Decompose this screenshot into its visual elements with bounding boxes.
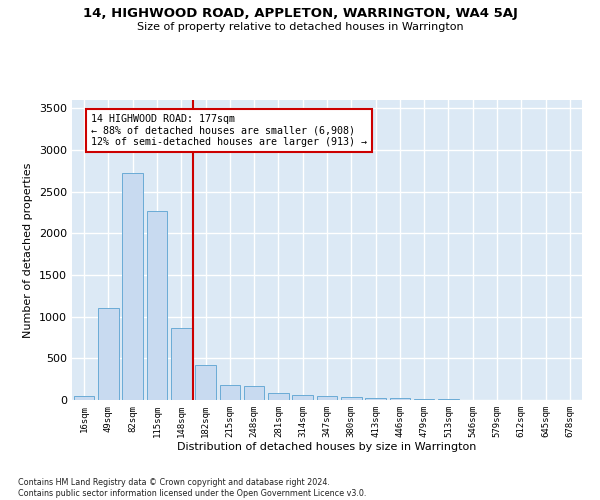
Bar (341, 397, 362, 400)
Y-axis label: Number of detached properties: Number of detached properties (23, 162, 34, 338)
Text: Distribution of detached houses by size in Warrington: Distribution of detached houses by size … (178, 442, 476, 452)
Bar (438, 399, 459, 400)
Text: Size of property relative to detached houses in Warrington: Size of property relative to detached ho… (137, 22, 463, 32)
Bar (122, 172, 143, 400)
Bar (317, 396, 337, 400)
Bar (268, 392, 289, 400)
Bar (244, 386, 265, 400)
Bar (365, 398, 386, 400)
Text: 14, HIGHWOOD ROAD, APPLETON, WARRINGTON, WA4 5AJ: 14, HIGHWOOD ROAD, APPLETON, WARRINGTON,… (83, 8, 517, 20)
Text: 14 HIGHWOOD ROAD: 177sqm
← 88% of detached houses are smaller (6,908)
12% of sem: 14 HIGHWOOD ROAD: 177sqm ← 88% of detach… (91, 114, 367, 148)
Bar (292, 395, 313, 400)
Bar (98, 308, 119, 400)
Bar (220, 386, 240, 400)
Bar (74, 396, 94, 400)
Bar (389, 398, 410, 400)
Bar (146, 211, 167, 400)
Bar (171, 328, 191, 400)
Bar (195, 366, 216, 400)
Bar (414, 399, 434, 400)
Text: Contains HM Land Registry data © Crown copyright and database right 2024.
Contai: Contains HM Land Registry data © Crown c… (18, 478, 367, 498)
